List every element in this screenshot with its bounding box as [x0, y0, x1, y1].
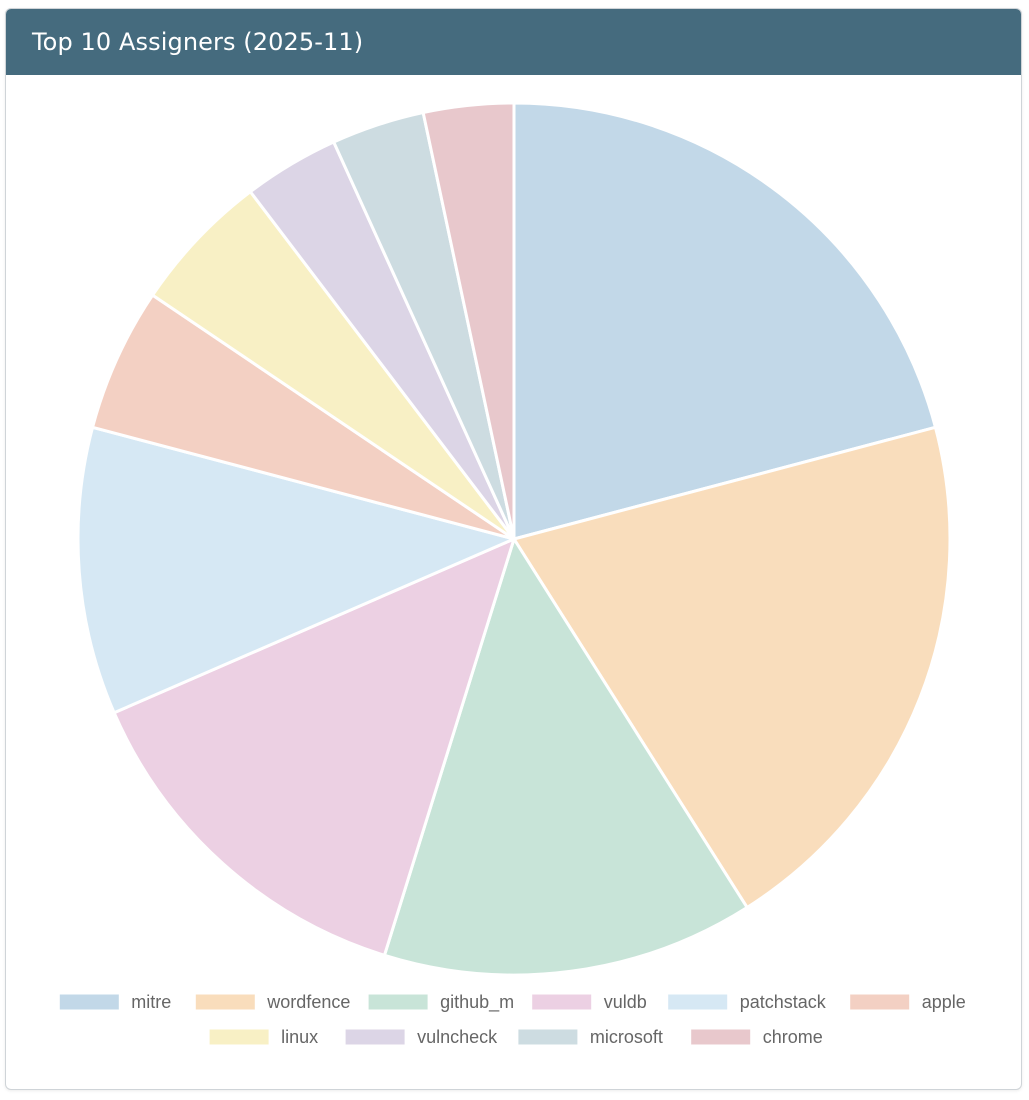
pie-slice-apple[interactable]: [91, 293, 516, 541]
pie-slice-mitre[interactable]: [512, 101, 937, 541]
legend-swatch: [517, 1028, 579, 1046]
legend-item-vuldb[interactable]: vuldb: [531, 992, 647, 1012]
legend-swatch: [58, 993, 120, 1011]
chart-legend: mitre wordfence github_m vuldb patchstack app…: [58, 992, 966, 1047]
legend-item-wordfence[interactable]: wordfence: [194, 992, 350, 1012]
pie-slice-vuldb[interactable]: [112, 537, 516, 957]
legend-swatch: [667, 993, 729, 1011]
legend-item-patchstack[interactable]: patchstack: [667, 992, 827, 1012]
legend-label: chrome: [763, 1027, 823, 1047]
legend-swatch: [531, 993, 593, 1011]
legend-label: github_m: [440, 992, 514, 1013]
pie-slices: [76, 101, 952, 977]
legend-item-vulncheck[interactable]: vulncheck: [344, 1027, 498, 1047]
legend-swatch: [849, 993, 911, 1011]
legend-label: wordfence: [266, 992, 350, 1012]
legend-label: linux: [281, 1027, 318, 1047]
legend-swatch: [208, 1028, 270, 1046]
legend-label: apple: [922, 992, 966, 1012]
pie-slice-linux[interactable]: [151, 190, 516, 541]
legend-swatch: [344, 1028, 406, 1046]
legend-label: vulncheck: [417, 1027, 498, 1047]
legend-label: vuldb: [604, 992, 647, 1012]
pie-chart: mitre wordfence github_m vuldb patchstack app…: [58, 101, 966, 1047]
legend-item-chrome[interactable]: chrome: [690, 1027, 823, 1047]
legend-item-apple[interactable]: apple: [849, 992, 966, 1012]
legend-swatch: [367, 993, 429, 1011]
pie-slice-chrome[interactable]: [421, 101, 516, 541]
pie-slice-patchstack[interactable]: [76, 425, 516, 715]
legend-label: mitre: [131, 992, 171, 1012]
legend-swatch: [690, 1028, 752, 1046]
pie-slice-github-m[interactable]: [382, 537, 749, 977]
legend-label: patchstack: [740, 992, 827, 1012]
card-title: Top 10 Assigners (2025-11): [32, 28, 364, 56]
pie-slice-wordfence[interactable]: [512, 425, 952, 909]
legend-item-microsoft[interactable]: microsoft: [517, 1027, 663, 1047]
legend-item-mitre[interactable]: mitre: [58, 992, 171, 1012]
legend-item-github-m[interactable]: github_m: [367, 992, 514, 1013]
legend-item-linux[interactable]: linux: [208, 1027, 318, 1047]
legend-label: microsoft: [590, 1027, 663, 1047]
card-header: Top 10 Assigners (2025-11): [6, 9, 1021, 75]
legend-swatch: [194, 993, 256, 1011]
chart-card: Top 10 Assigners (2025-11) mitre wordfenc…: [5, 8, 1022, 1090]
